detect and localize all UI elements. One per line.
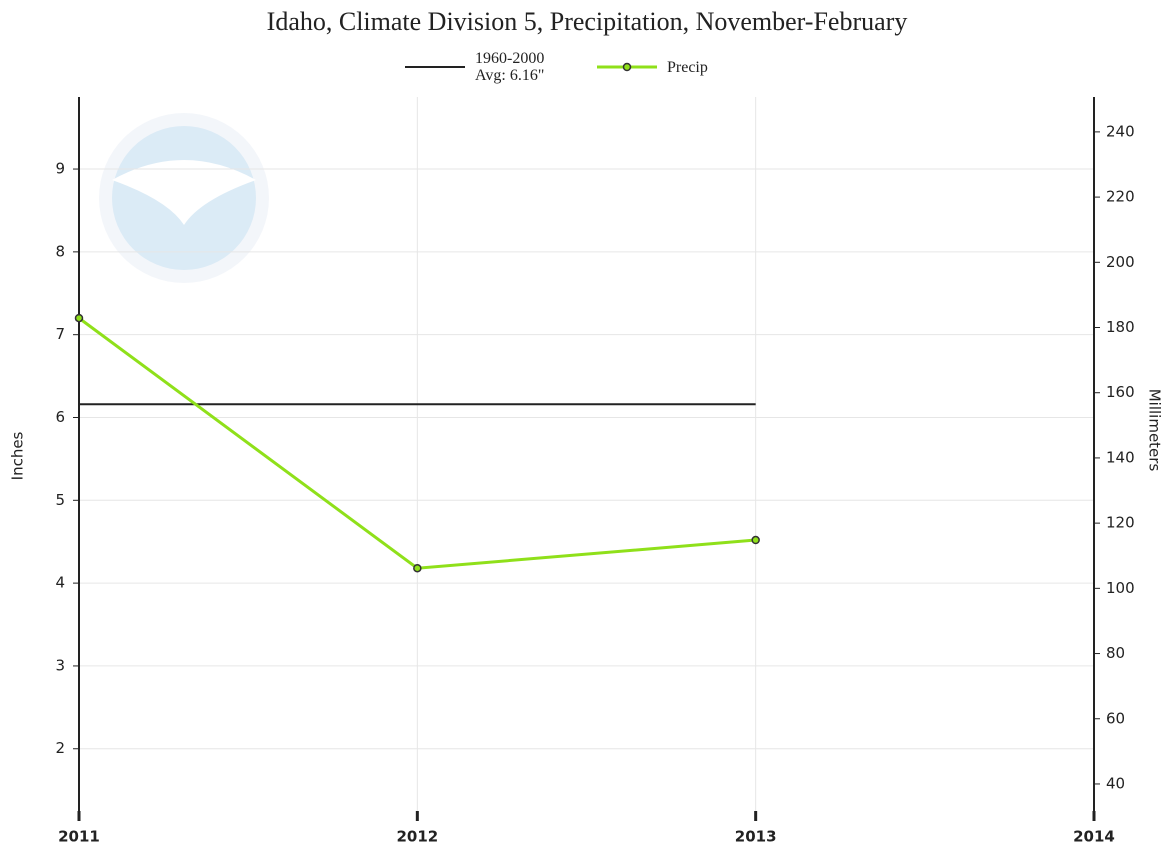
y-tick-label: 9 <box>55 160 65 178</box>
y-tick-label: 3 <box>55 656 65 674</box>
chart-title: Idaho, Climate Division 5, Precipitation… <box>267 7 908 36</box>
y-tick-label: 4 <box>55 574 65 592</box>
y2-tick-label: 40 <box>1106 774 1125 792</box>
y2-tick-label: 220 <box>1106 188 1135 206</box>
y-axis-label: Inches <box>9 431 27 480</box>
point <box>751 535 760 545</box>
y-tick-label: 8 <box>55 242 65 260</box>
y-tick-label: 2 <box>55 739 65 757</box>
legend-marker <box>622 62 632 72</box>
legend-label: 1960-2000 Avg: 6.16" <box>475 50 545 84</box>
x-tick-label: 2011 <box>58 828 100 845</box>
y2-tick-label: 60 <box>1106 709 1125 727</box>
y2-tick-label: 80 <box>1106 644 1125 662</box>
y-tick-label: 5 <box>55 491 65 509</box>
point <box>413 563 422 573</box>
x-tick-label: 2012 <box>396 828 438 845</box>
y2-axis-label: Millimeters <box>1146 389 1164 472</box>
y2-tick-label: 200 <box>1106 253 1135 271</box>
x-tick-label: 2014 <box>1073 828 1115 845</box>
y2-tick-label: 140 <box>1106 448 1135 466</box>
y2-tick-label: 180 <box>1106 318 1135 336</box>
y2-tick-label: 160 <box>1106 383 1135 401</box>
y2-tick-label: 120 <box>1106 514 1135 532</box>
y-tick-label: 6 <box>55 408 65 426</box>
y2-tick-label: 100 <box>1106 579 1135 597</box>
legend-label: Precip <box>667 59 708 76</box>
point <box>74 313 84 323</box>
y2-tick-label: 240 <box>1106 122 1135 140</box>
watermark <box>99 113 269 283</box>
y-tick-label: 7 <box>55 325 65 343</box>
x-tick-label: 2013 <box>735 828 777 845</box>
